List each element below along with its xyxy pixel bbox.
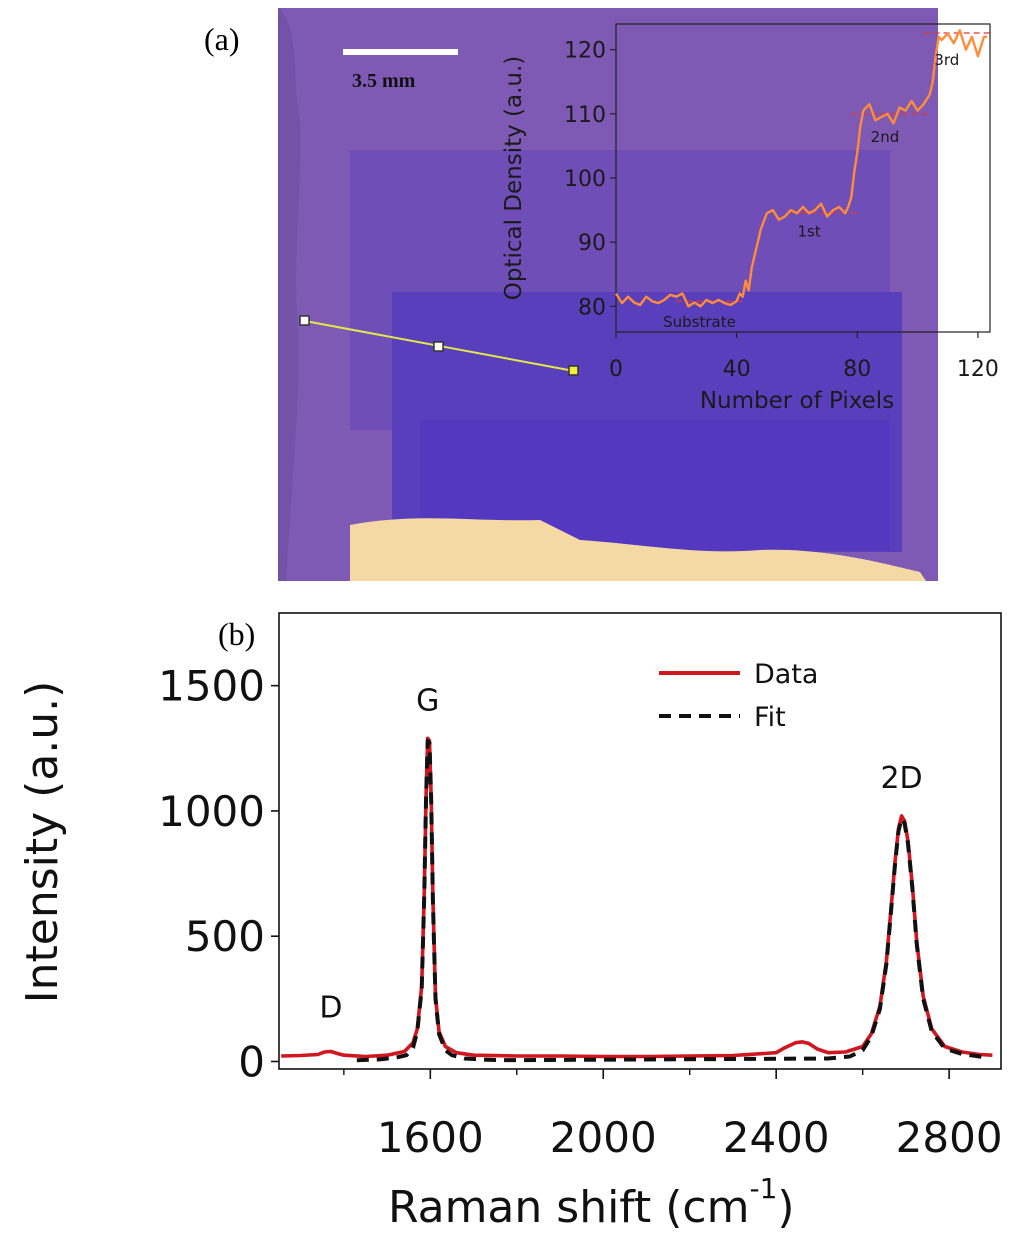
panel-b-label: (b) (218, 616, 255, 652)
raman-x-tick-label: 1600 (377, 1113, 484, 1162)
inset-series-line (614, 29, 987, 308)
raman-peak-label-d: D (319, 990, 342, 1025)
raman-x-tick-label: 2800 (896, 1113, 1003, 1162)
inset-y-axis-label: Optical Density (a.u.) (501, 56, 527, 301)
raman-peak-annotations: D G 2D (319, 683, 922, 1025)
raman-x-axis-label-main: Raman shift (cm (388, 1182, 749, 1233)
inset-x-tick-label: 0 (609, 357, 623, 382)
raman-peak-label-2d: 2D (880, 761, 922, 796)
inset-y-tick-label: 100 (564, 167, 606, 192)
raman-plot-frame (278, 612, 1002, 1070)
inset-annotation-3: 3rd (934, 51, 959, 69)
scale-bar (343, 49, 458, 55)
inset-annotations: Substrate 1st 2nd 3rd (663, 51, 959, 331)
panel-b: (b) 0 500 1000 1500 1600 2000 2400 2800 D G 2D D… (17, 612, 1003, 1233)
panel-a-label: (a) (204, 21, 240, 57)
inset-y-tick-label: 110 (564, 103, 606, 128)
raman-x-tick-label: 2000 (550, 1113, 657, 1162)
raman-series-data (281, 736, 993, 1059)
raman-y-tick-label: 0 (238, 1037, 265, 1086)
sample-photo: 3.5 mm (278, 8, 938, 581)
inset-annotation-2: 2nd (871, 128, 900, 146)
raman-series (281, 736, 993, 1063)
legend-label-data: Data (754, 659, 818, 690)
raman-x-axis-label: Raman shift (cm-1) (388, 1172, 795, 1233)
inset-x-tick-label: 80 (843, 357, 871, 382)
raman-y-tick-label: 1500 (158, 662, 265, 711)
inset-annotation-1: 1st (797, 223, 820, 241)
raman-x-axis-label-suffix: ) (777, 1182, 794, 1233)
inset-x-axis-label: Number of Pixels (700, 388, 894, 414)
inset-x-tick-label: 120 (957, 357, 999, 382)
raman-y-tick-label: 500 (185, 912, 265, 961)
legend-label-fit: Fit (754, 702, 786, 733)
line-profile-start-handle[interactable] (299, 315, 310, 326)
inset-y-axis: 80 90 100 110 120 (564, 39, 616, 320)
raman-y-axis: 0 500 1000 1500 (158, 662, 279, 1086)
inset-x-tick-label: 40 (723, 357, 751, 382)
inset-chart: 80 90 100 110 120 0 40 80 120 Substrate 1st 2nd 3r… (501, 23, 999, 414)
raman-y-tick-label: 1000 (158, 787, 265, 836)
raman-y-axis-label: Intensity (a.u.) (17, 681, 68, 1004)
photo-left-edge-shade (278, 8, 301, 581)
inset-x-axis: 0 40 80 120 (609, 332, 999, 382)
inset-y-tick-label: 120 (564, 39, 606, 64)
scale-bar-label: 3.5 mm (352, 70, 416, 92)
raman-x-axis-label-superscript: -1 (749, 1172, 777, 1205)
raman-legend: Data Fit (659, 659, 818, 733)
raman-x-axis: 1600 2000 2400 2800 (343, 1069, 1003, 1162)
line-profile-mid-handle[interactable] (433, 341, 444, 352)
line-profile-end-handle[interactable] (568, 365, 579, 376)
inset-y-tick-label: 80 (578, 295, 606, 320)
gold-contact-pad (350, 518, 926, 581)
raman-peak-label-g: G (416, 683, 439, 718)
raman-x-tick-label: 2400 (723, 1113, 830, 1162)
inset-y-tick-label: 90 (578, 231, 606, 256)
raman-series-fit (356, 738, 989, 1063)
inset-annotation-0: Substrate (663, 313, 736, 331)
